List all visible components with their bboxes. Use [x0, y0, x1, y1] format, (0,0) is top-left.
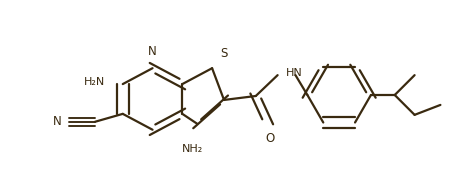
Text: O: O — [265, 132, 274, 145]
Text: N: N — [52, 115, 61, 128]
Text: S: S — [220, 47, 227, 60]
Text: N: N — [148, 45, 157, 58]
Text: NH₂: NH₂ — [182, 144, 203, 154]
Text: HN: HN — [285, 68, 302, 78]
Text: H₂N: H₂N — [83, 77, 105, 87]
